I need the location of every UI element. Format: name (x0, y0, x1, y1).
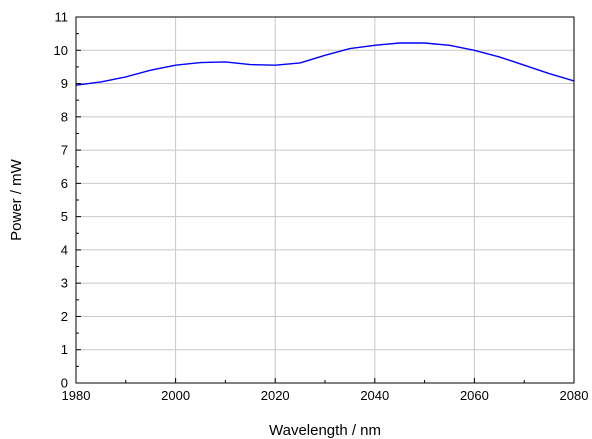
y-tick-label: 11 (55, 10, 69, 25)
y-tick-label: 4 (61, 242, 68, 257)
x-axis: 1980 2000 2020 2040 2060 2080 (62, 378, 589, 403)
x-tick-label: 2080 (560, 388, 589, 403)
plot-area (75, 42, 575, 86)
grid (75, 16, 575, 384)
y-tick-label: 8 (61, 109, 68, 124)
x-axis-title: Wavelength / nm (269, 422, 381, 439)
y-tick-label: 2 (61, 309, 68, 324)
x-tick-label: 1980 (62, 388, 91, 403)
y-tick-label: 9 (61, 76, 68, 91)
y-tick-label: 0 (61, 376, 68, 391)
y-axis: 0 1 2 3 4 5 6 7 8 9 10 11 (54, 10, 81, 391)
series-line (75, 42, 575, 86)
plot-frame (75, 16, 575, 384)
y-tick-label: 7 (61, 143, 68, 158)
x-tick-label: 2040 (360, 388, 389, 403)
x-tick-label: 2060 (460, 388, 489, 403)
y-tick-label: 3 (61, 276, 68, 291)
y-tick-label: 1 (61, 342, 68, 357)
x-tick-label: 2020 (261, 388, 290, 403)
y-tick-label: 6 (61, 176, 68, 191)
x-tick-label: 2000 (161, 388, 190, 403)
y-axis-title: Power / mW (8, 158, 25, 241)
y-tick-label: 5 (61, 209, 68, 224)
y-tick-label: 10 (54, 43, 68, 58)
